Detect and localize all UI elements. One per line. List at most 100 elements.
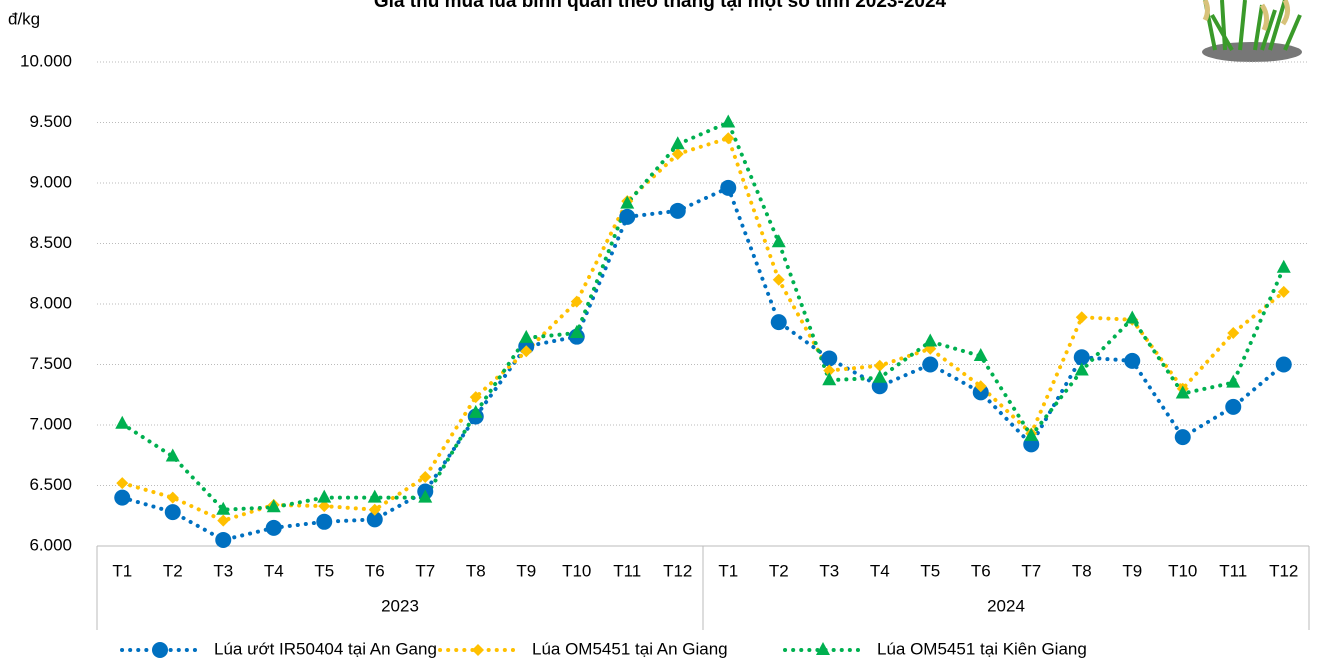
marker (619, 208, 636, 225)
x-tick-label: T2 (769, 561, 789, 580)
marker (520, 345, 533, 358)
marker (266, 499, 281, 513)
x-tick-label: T8 (466, 561, 486, 580)
y-tick-label: 6.500 (29, 475, 72, 494)
marker (620, 195, 635, 209)
marker (1275, 356, 1292, 373)
marker (1125, 310, 1140, 324)
x-tick-label: T12 (663, 561, 692, 580)
x-tick-label: T9 (1122, 561, 1142, 580)
marker (367, 489, 382, 503)
marker (720, 179, 737, 196)
marker (670, 136, 685, 150)
marker (974, 380, 987, 393)
marker (469, 391, 482, 404)
marker (721, 114, 736, 128)
marker (1227, 327, 1240, 340)
marker (973, 348, 988, 362)
rice-icon (1202, 0, 1302, 62)
marker (922, 356, 939, 373)
marker (368, 503, 381, 516)
marker (569, 325, 584, 339)
marker (671, 147, 684, 160)
x-tick-label: T4 (264, 561, 284, 580)
marker (1175, 385, 1190, 399)
x-tick-label: T12 (1269, 561, 1298, 580)
marker (419, 471, 432, 484)
marker (116, 477, 129, 490)
marker (472, 644, 484, 656)
marker (164, 504, 181, 521)
marker (152, 642, 168, 658)
marker (215, 531, 232, 548)
x-tick-label: T9 (516, 561, 536, 580)
x-tick-label: T10 (562, 561, 591, 580)
group-label: 2024 (987, 596, 1025, 615)
marker (217, 514, 230, 527)
marker (115, 415, 130, 429)
legend-label: Lúa OM5451 tại An Giang (532, 639, 728, 658)
marker (1124, 352, 1141, 369)
y-tick-label: 7.500 (29, 354, 72, 373)
marker (1174, 429, 1191, 446)
marker (972, 384, 989, 401)
y-tick-label: 9.000 (29, 172, 72, 191)
marker (165, 448, 180, 462)
x-tick-label: T4 (870, 561, 890, 580)
x-tick-label: T3 (213, 561, 233, 580)
marker (265, 519, 282, 536)
chart-title: Giá thu mua lúa bình quân theo tháng tại… (374, 0, 947, 12)
marker (1075, 311, 1088, 324)
marker (873, 359, 886, 372)
marker (1276, 259, 1291, 273)
y-tick-label: 9.500 (29, 112, 72, 131)
legend-label: Lúa OM5451 tại Kiên Giang (877, 639, 1087, 658)
x-tick-label: T5 (920, 561, 940, 580)
marker (1024, 427, 1039, 441)
x-tick-label: T2 (163, 561, 183, 580)
marker (418, 489, 433, 503)
x-tick-label: T7 (415, 561, 435, 580)
marker (317, 489, 332, 503)
marker (722, 132, 735, 145)
marker (821, 350, 838, 367)
x-tick-label: T6 (365, 561, 385, 580)
x-tick-label: T8 (1072, 561, 1092, 580)
y-tick-label: 6.000 (29, 535, 72, 554)
series-line (120, 185, 1286, 543)
marker (823, 364, 836, 377)
marker (366, 511, 383, 528)
marker (570, 295, 583, 308)
marker (669, 202, 686, 219)
marker (772, 273, 785, 286)
x-tick-label: T1 (112, 561, 132, 580)
marker (770, 314, 787, 331)
marker (822, 372, 837, 386)
y-tick-label: 7.000 (29, 414, 72, 433)
marker (1074, 362, 1089, 376)
group-label: 2023 (381, 596, 419, 615)
y-tick-label: 8.500 (29, 233, 72, 252)
marker (166, 491, 179, 504)
x-tick-label: T7 (1021, 561, 1041, 580)
x-tick-label: T3 (819, 561, 839, 580)
marker (816, 642, 830, 655)
y-tick-label: 8.000 (29, 293, 72, 312)
x-tick-label: T6 (971, 561, 991, 580)
x-tick-label: T5 (314, 561, 334, 580)
legend-label: Lúa ướt IR50404 tại An Gang (214, 639, 437, 658)
y-unit-label: đ/kg (8, 9, 40, 28)
marker (771, 234, 786, 248)
marker (216, 501, 231, 515)
y-tick-label: 10.000 (20, 51, 72, 70)
marker (318, 500, 331, 513)
marker (872, 369, 887, 383)
marker (1226, 374, 1241, 388)
x-tick-label: T10 (1168, 561, 1197, 580)
x-tick-label: T11 (613, 561, 641, 580)
x-tick-label: T1 (718, 561, 738, 580)
marker (923, 333, 938, 347)
marker (1225, 398, 1242, 415)
